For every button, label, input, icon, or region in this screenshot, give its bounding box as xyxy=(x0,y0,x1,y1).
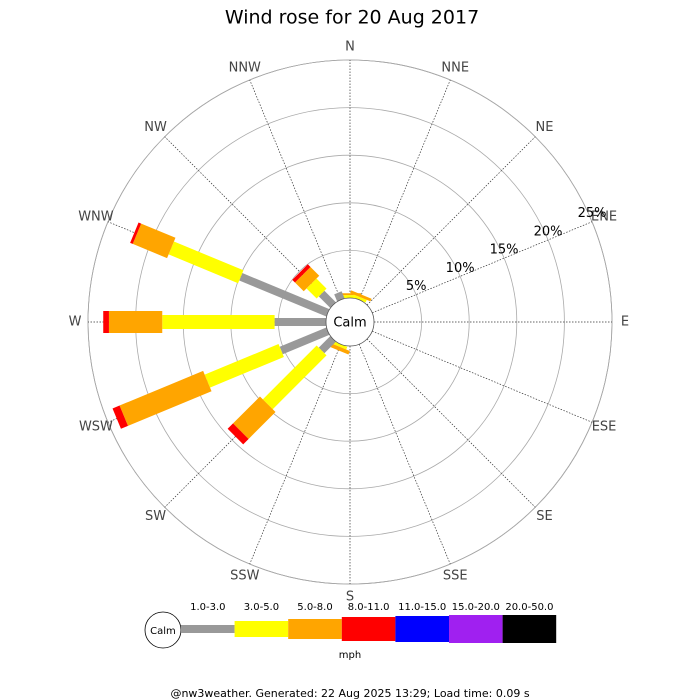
direction-label: NNW xyxy=(229,60,261,75)
calm-label: Calm xyxy=(333,316,366,331)
legend-label: 20.0-50.0 xyxy=(505,602,553,613)
direction-label: SSW xyxy=(230,569,260,584)
wind-bar xyxy=(119,370,212,426)
direction-label: SSE xyxy=(443,569,468,584)
legend-label: 15.0-20.0 xyxy=(452,602,500,613)
direction-label: E xyxy=(621,315,629,330)
wind-bar xyxy=(112,405,128,429)
direction-label: W xyxy=(69,315,82,330)
wind-bar xyxy=(318,290,336,308)
legend-swatch xyxy=(234,621,289,637)
legend-swatch xyxy=(502,615,557,643)
legend-swatch xyxy=(395,616,449,642)
ring-label: 25% xyxy=(578,206,607,221)
wind-bar xyxy=(306,278,327,299)
wind-bar xyxy=(334,291,345,302)
direction-label: NW xyxy=(144,120,167,135)
direction-label: WSW xyxy=(79,420,113,435)
direction-label: SW xyxy=(145,509,166,524)
legend-label: 1.0-3.0 xyxy=(190,602,225,613)
direction-line xyxy=(366,338,536,508)
direction-label: N xyxy=(345,40,355,55)
wind-bar xyxy=(318,336,336,354)
legend-swatch xyxy=(449,615,503,643)
direction-label: WNW xyxy=(78,209,114,224)
wind-bar xyxy=(233,396,276,439)
legend-label: 3.0-5.0 xyxy=(244,602,279,613)
direction-label: ENE xyxy=(591,209,617,224)
wind-bar xyxy=(262,345,327,410)
direction-line xyxy=(372,221,593,314)
legend-title: mph xyxy=(339,650,361,661)
ring-label: 5% xyxy=(406,279,427,294)
wind-bar xyxy=(227,423,249,445)
wind-bar xyxy=(294,266,320,292)
wind-bar xyxy=(328,342,350,355)
ring-label: 20% xyxy=(534,224,563,239)
wind-bar xyxy=(239,273,330,317)
legend-calm-label: Calm xyxy=(150,626,176,637)
direction-line xyxy=(249,79,342,300)
chart-title: Wind rose for 20 Aug 2017 xyxy=(225,7,479,29)
wind-bar xyxy=(204,344,284,388)
wind-bar xyxy=(130,222,142,244)
wind-bar xyxy=(350,290,372,302)
legend-label: 11.0-15.0 xyxy=(398,602,446,613)
ring-label: 10% xyxy=(446,261,475,276)
wind-bar xyxy=(333,341,348,350)
legend-label: 8.0-11.0 xyxy=(348,602,390,613)
direction-label: ESE xyxy=(592,420,617,435)
legend-label: 5.0-8.0 xyxy=(297,602,332,613)
direction-label: NNE xyxy=(441,60,469,75)
wind-bar xyxy=(132,223,176,259)
ring-label: 15% xyxy=(490,243,519,258)
footer: @nw3weather. Generated: 22 Aug 2025 13:2… xyxy=(170,687,529,700)
direction-label: S xyxy=(346,590,354,605)
direction-label: SE xyxy=(536,509,552,524)
legend-swatch xyxy=(341,617,396,641)
direction-line xyxy=(358,344,451,565)
legend-swatch xyxy=(288,619,342,639)
calm-circle xyxy=(325,297,375,347)
wind-bar xyxy=(292,264,311,283)
direction-line xyxy=(366,136,536,306)
wind-bar xyxy=(168,241,244,284)
wind-bar xyxy=(352,294,367,303)
wind-bar xyxy=(279,327,330,355)
legend-swatch xyxy=(181,625,235,633)
direction-line xyxy=(358,79,451,300)
direction-label: NE xyxy=(535,120,553,135)
direction-line xyxy=(372,330,593,423)
direction-line xyxy=(249,344,342,565)
